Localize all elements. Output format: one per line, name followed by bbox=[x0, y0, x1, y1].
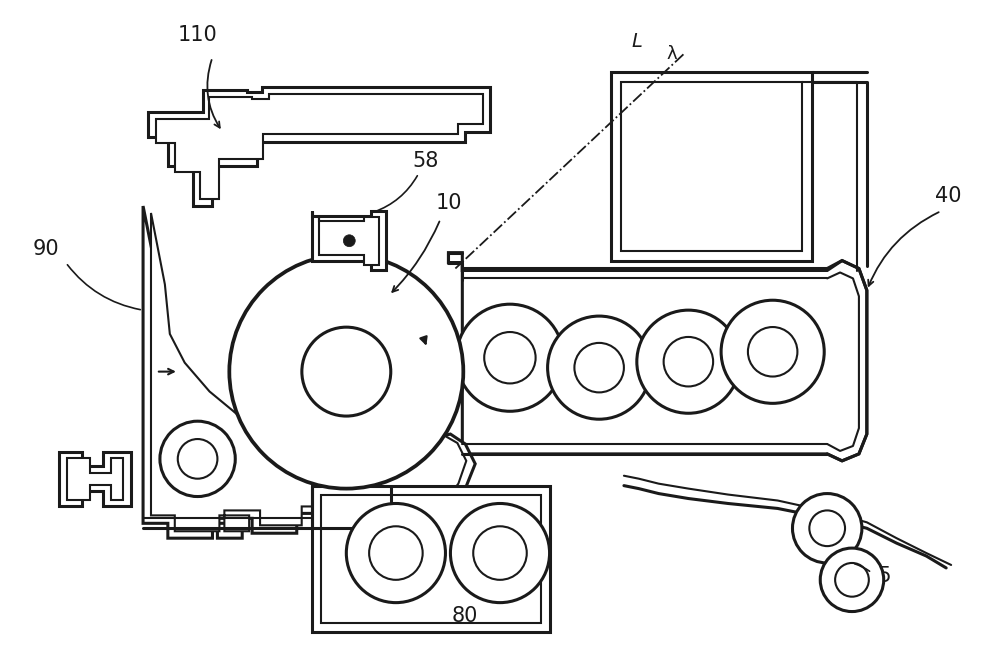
Polygon shape bbox=[151, 213, 466, 532]
Circle shape bbox=[574, 343, 624, 392]
Polygon shape bbox=[448, 253, 867, 461]
Circle shape bbox=[548, 316, 651, 419]
Circle shape bbox=[343, 235, 355, 247]
Circle shape bbox=[473, 526, 527, 580]
Circle shape bbox=[484, 332, 536, 383]
Circle shape bbox=[456, 304, 563, 411]
Polygon shape bbox=[148, 87, 490, 206]
Circle shape bbox=[369, 526, 423, 580]
Circle shape bbox=[637, 310, 740, 413]
Polygon shape bbox=[67, 458, 123, 500]
Circle shape bbox=[748, 327, 797, 377]
Polygon shape bbox=[59, 452, 131, 507]
Text: 80: 80 bbox=[452, 605, 478, 626]
Circle shape bbox=[346, 503, 445, 603]
Circle shape bbox=[450, 503, 550, 603]
Polygon shape bbox=[312, 486, 550, 632]
Circle shape bbox=[820, 548, 884, 612]
Text: 10: 10 bbox=[435, 193, 462, 213]
Text: 90: 90 bbox=[33, 238, 59, 259]
Polygon shape bbox=[156, 94, 483, 199]
Text: λ: λ bbox=[667, 45, 677, 63]
Circle shape bbox=[178, 439, 217, 479]
Circle shape bbox=[229, 255, 463, 488]
Polygon shape bbox=[621, 82, 802, 251]
Polygon shape bbox=[611, 72, 812, 261]
Polygon shape bbox=[312, 211, 386, 270]
Text: 40: 40 bbox=[935, 186, 961, 206]
Circle shape bbox=[160, 421, 235, 496]
Text: 110: 110 bbox=[178, 25, 217, 44]
Polygon shape bbox=[319, 217, 379, 264]
Polygon shape bbox=[143, 206, 475, 538]
Circle shape bbox=[809, 511, 845, 546]
Circle shape bbox=[835, 563, 869, 597]
Text: L: L bbox=[632, 33, 643, 52]
Text: 58: 58 bbox=[412, 151, 439, 172]
Circle shape bbox=[792, 494, 862, 563]
Text: 95: 95 bbox=[865, 566, 892, 586]
Polygon shape bbox=[321, 494, 541, 624]
Circle shape bbox=[664, 337, 713, 387]
Circle shape bbox=[721, 300, 824, 404]
Circle shape bbox=[302, 327, 391, 416]
